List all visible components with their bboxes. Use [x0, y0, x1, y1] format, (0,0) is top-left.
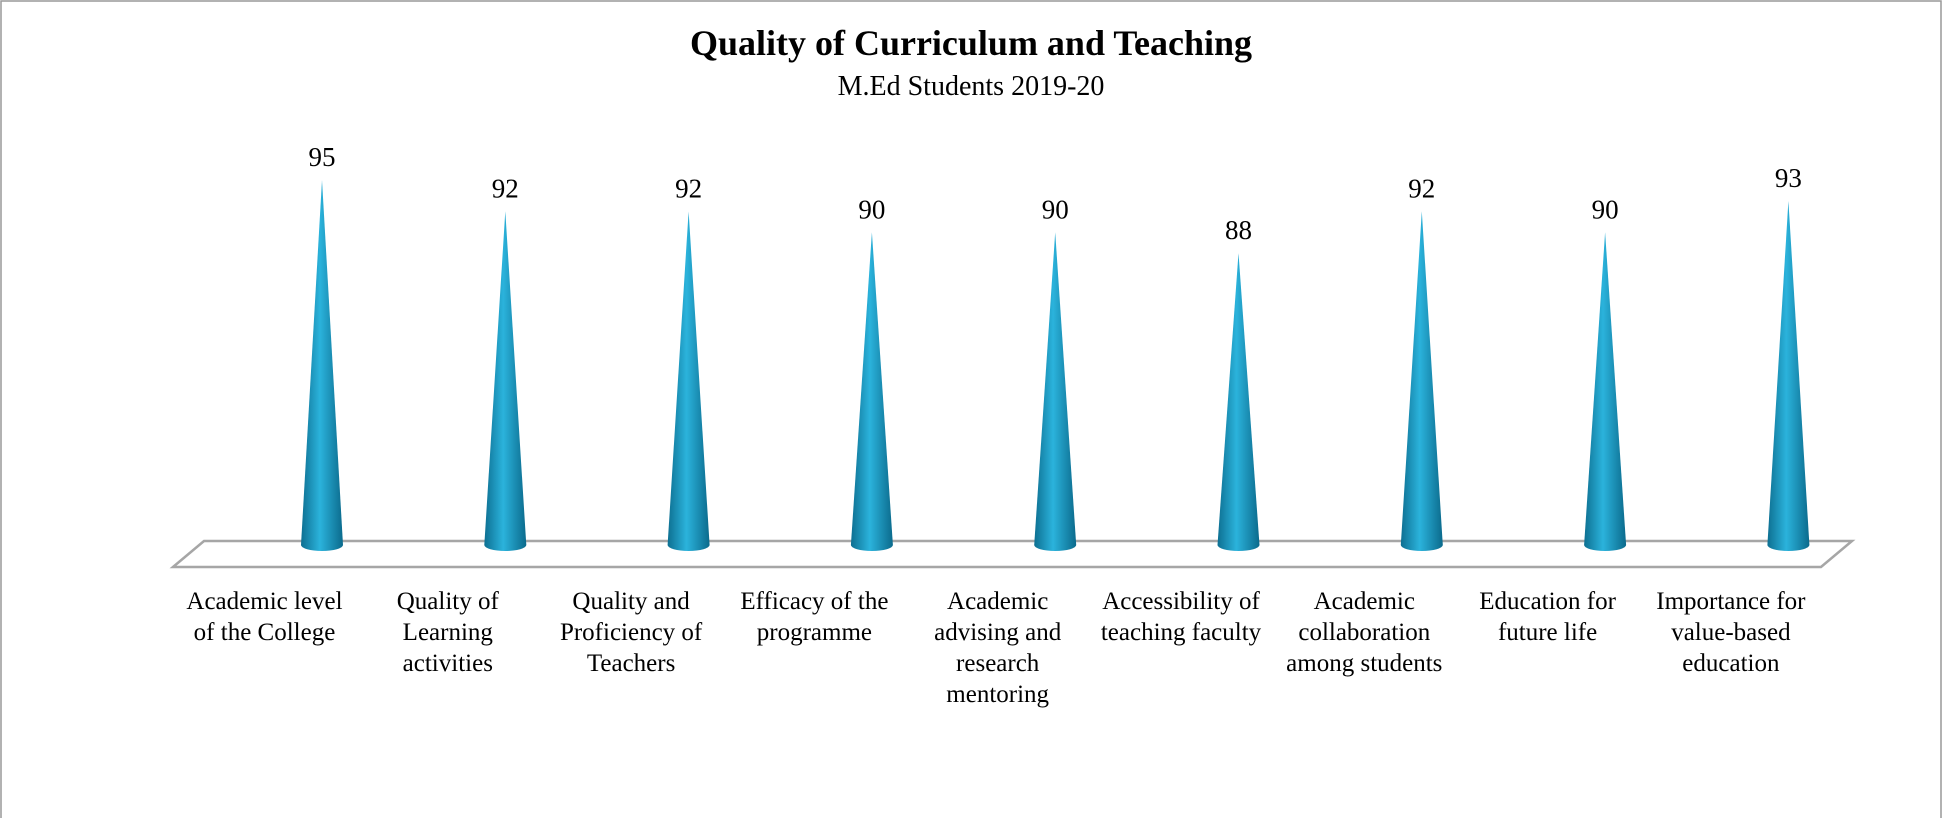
- cone: [484, 211, 527, 551]
- x-tick-label: Quality and Proficiency of Teachers: [559, 588, 703, 677]
- x-tick-label: Efficacy of the programme: [740, 588, 889, 646]
- cone: [1400, 211, 1443, 551]
- x-tick-label: Academic level of the College: [186, 588, 343, 646]
- value-label: 92: [675, 173, 702, 203]
- x-tick-label: Academic advising and research mentoring: [934, 588, 1062, 708]
- chart-subtitle: M.Ed Students 2019-20: [838, 71, 1105, 102]
- value-label: 92: [492, 173, 519, 203]
- x-tick-label: Importance for value-based education: [1656, 588, 1806, 677]
- x-tick-label: Accessibility of teaching faculty: [1100, 588, 1262, 646]
- cone: [301, 180, 343, 551]
- value-label: 93: [1775, 163, 1802, 193]
- cone: [667, 211, 710, 551]
- value-label: 95: [309, 142, 336, 172]
- chart-title: Quality of Curriculum and Teaching: [690, 23, 1252, 63]
- cone: [1034, 232, 1077, 551]
- value-label: 88: [1225, 215, 1252, 245]
- cone: [1584, 232, 1627, 551]
- value-label: 90: [1592, 194, 1619, 224]
- cone: [850, 232, 893, 551]
- cone: [1217, 253, 1260, 551]
- cone: [1767, 200, 1810, 551]
- x-tick-label: Quality of Learning activities: [396, 588, 499, 677]
- value-label: 90: [1042, 194, 1069, 224]
- value-label: 92: [1408, 173, 1435, 203]
- x-tick-label: Academic collaboration among students: [1286, 588, 1443, 677]
- x-tick-label: Education for future life: [1479, 588, 1616, 646]
- value-label: 90: [858, 194, 885, 224]
